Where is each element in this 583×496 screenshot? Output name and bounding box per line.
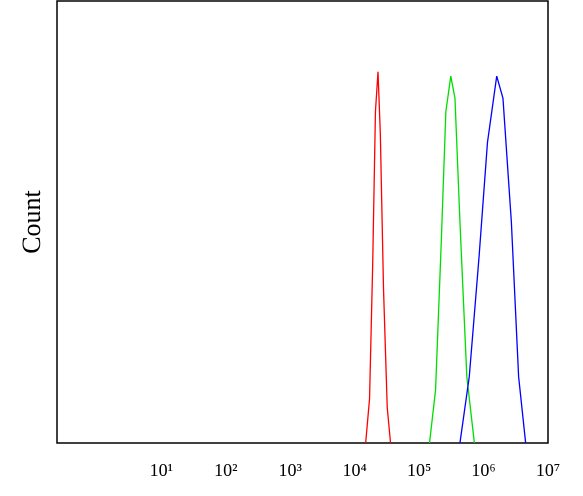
x-tick-label: 10⁷ (536, 460, 560, 480)
histogram-line (365, 71, 392, 444)
plot-frame (56, 0, 549, 444)
x-tick-label: 10² (214, 460, 237, 480)
x-tick-label: 10⁴ (343, 460, 367, 480)
histogram-line (459, 75, 527, 444)
x-tick-label: 10⁵ (407, 460, 431, 480)
x-tick-label: 10¹ (150, 460, 173, 480)
x-tick-label: 10³ (279, 460, 303, 480)
histogram-line (428, 76, 476, 444)
y-axis-label: Count (17, 189, 46, 253)
x-tick-label: 10⁶ (471, 460, 495, 480)
